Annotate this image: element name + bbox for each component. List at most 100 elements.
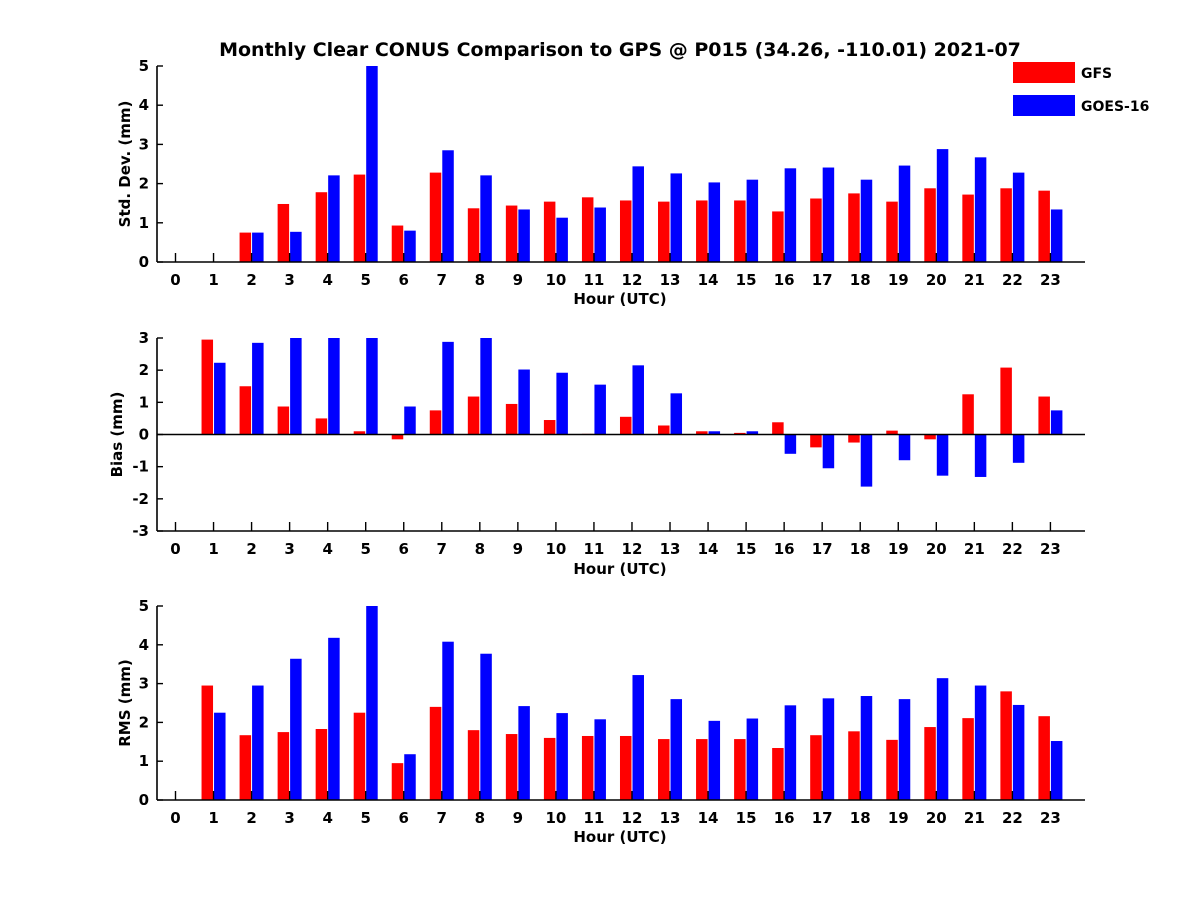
y-tick-label: 4 [139, 636, 149, 654]
bar-goes16-hour-23 [1050, 410, 1063, 435]
x-tick-label: 21 [964, 809, 985, 827]
x-tick-label: 19 [888, 809, 909, 827]
x-tick-label: 9 [513, 540, 523, 558]
bar-goes16-hour-22 [1012, 434, 1025, 463]
bar-gfs-hour-14 [696, 739, 708, 800]
legend-swatch-gfs [1013, 62, 1075, 83]
figure-title: Monthly Clear CONUS Comparison to GPS @ … [219, 39, 1021, 61]
x-tick-label: 16 [774, 540, 795, 558]
bar-goes16-hour-2 [252, 232, 264, 262]
x-tick-label: 7 [437, 809, 447, 827]
bar-goes16-hour-23 [1050, 741, 1063, 800]
bar-gfs-hour-15 [734, 432, 746, 435]
y-tick-label: 5 [139, 57, 149, 75]
bar-goes16-hour-16 [784, 168, 797, 262]
x-tick-label: 1 [208, 540, 218, 558]
bar-gfs-hour-9 [505, 403, 518, 435]
y-tick-label: 1 [139, 214, 149, 232]
x-tick-label: 14 [698, 540, 719, 558]
x-tick-label: 21 [964, 540, 985, 558]
bar-goes16-hour-1 [214, 712, 226, 800]
bar-goes16-hour-17 [822, 167, 835, 262]
bar-gfs-hour-2 [239, 735, 252, 800]
x-tick-label: 3 [284, 271, 294, 289]
bar-gfs-hour-15 [734, 200, 746, 262]
bar-goes16-hour-10 [556, 372, 568, 435]
bar-goes16-hour-21 [974, 685, 987, 800]
y-tick-label: 3 [139, 135, 149, 153]
bar-gfs-hour-11 [581, 735, 594, 800]
bar-goes16-hour-12 [632, 166, 644, 262]
bar-gfs-hour-23 [1038, 396, 1050, 435]
bar-gfs-hour-20 [924, 434, 936, 440]
bar-goes16-hour-18 [860, 179, 873, 262]
bar-gfs-hour-1 [201, 685, 214, 800]
x-tick-label: 20 [926, 540, 947, 558]
bar-gfs-hour-4 [315, 192, 328, 262]
x-tick-label: 18 [850, 271, 871, 289]
bar-goes16-hour-14 [708, 720, 721, 800]
bar-gfs-hour-10 [543, 737, 556, 800]
bar-gfs-hour-5 [353, 712, 366, 800]
bar-gfs-hour-17 [810, 735, 822, 800]
x-tick-label: 0 [170, 271, 180, 289]
bar-goes16-hour-15 [746, 179, 759, 262]
bar-gfs-hour-12 [619, 416, 632, 435]
y-tick-label: 5 [139, 597, 149, 615]
bar-goes16-hour-7 [442, 150, 454, 262]
x-tick-label: 2 [246, 271, 256, 289]
bar-gfs-hour-11 [581, 197, 594, 262]
bar-gfs-hour-6 [391, 225, 404, 262]
y-tick-label: -2 [132, 490, 149, 508]
bar-goes16-hour-6 [404, 230, 416, 262]
y-tick-label: 0 [139, 791, 149, 809]
x-tick-label: 12 [622, 809, 643, 827]
x-tick-label: 10 [545, 540, 566, 558]
bar-goes16-hour-7 [442, 341, 454, 435]
bar-goes16-hour-8 [480, 653, 492, 800]
bar-gfs-hour-19 [886, 430, 898, 435]
bar-gfs-hour-7 [429, 410, 442, 435]
x-tick-label: 4 [322, 540, 332, 558]
bar-gfs-hour-18 [848, 434, 860, 443]
bar-goes16-hour-20 [936, 149, 949, 262]
bar-gfs-hour-5 [353, 174, 366, 262]
bar-gfs-hour-23 [1038, 190, 1050, 262]
x-tick-label: 19 [888, 271, 909, 289]
bar-goes16-hour-9 [518, 369, 530, 435]
bar-goes16-hour-11 [594, 719, 606, 800]
x-tick-label: 15 [736, 540, 757, 558]
x-tick-label: 12 [622, 540, 643, 558]
bar-gfs-hour-3 [277, 732, 290, 800]
y-tick-label: 3 [139, 675, 149, 693]
bar-gfs-hour-13 [658, 425, 670, 435]
x-tick-label: 3 [284, 809, 294, 827]
x-tick-label: 21 [964, 271, 985, 289]
x-tick-label: 23 [1040, 809, 1061, 827]
bar-goes16-hour-16 [784, 434, 797, 454]
bar-gfs-hour-18 [848, 193, 860, 262]
bar-goes16-hour-2 [252, 685, 264, 800]
bar-gfs-hour-14 [696, 431, 708, 435]
bar-goes16-hour-21 [974, 434, 987, 477]
bar-gfs-hour-2 [239, 386, 252, 435]
y-axis-label: RMS (mm) [116, 659, 134, 746]
x-tick-label: 18 [850, 540, 871, 558]
bar-goes16-hour-22 [1012, 172, 1025, 262]
bar-gfs-hour-4 [315, 729, 328, 800]
bar-gfs-hour-13 [658, 739, 670, 800]
bar-goes16-hour-19 [898, 165, 911, 262]
x-tick-label: 16 [774, 809, 795, 827]
x-tick-label: 13 [660, 271, 681, 289]
bar-goes16-hour-13 [670, 173, 683, 262]
bar-gfs-hour-10 [543, 420, 556, 435]
bar-goes16-hour-21 [974, 157, 987, 262]
bar-gfs-hour-1 [201, 339, 214, 435]
x-tick-label: 20 [926, 271, 947, 289]
bar-goes16-hour-4 [328, 175, 340, 262]
bar-gfs-hour-21 [962, 718, 974, 800]
x-tick-label: 11 [584, 271, 605, 289]
x-tick-label: 10 [545, 271, 566, 289]
